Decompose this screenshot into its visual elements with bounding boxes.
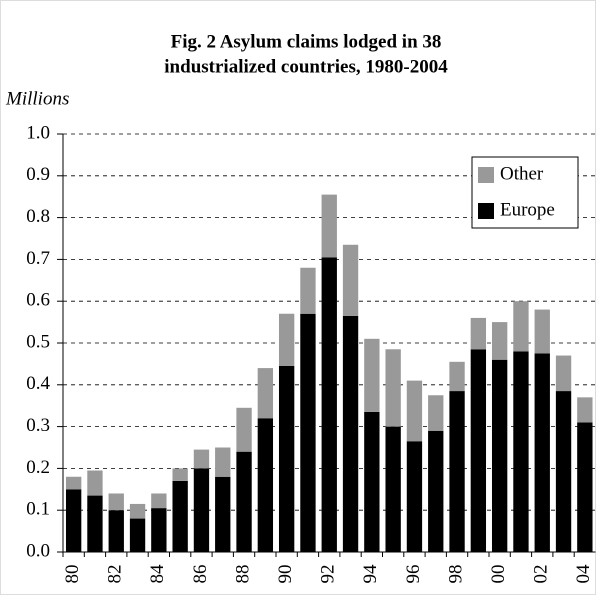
bar-segment: [342, 244, 359, 316]
x-tick-label: 86: [190, 565, 211, 584]
bar-segment: [215, 476, 231, 552]
bar-segment: [129, 503, 146, 519]
x-tick-label: 84: [147, 564, 168, 584]
y-tick-label: 1.0: [26, 122, 50, 143]
x-tick-label: 98: [445, 565, 466, 584]
y-tick-label: 0.5: [26, 331, 50, 352]
bar-segment: [87, 495, 103, 552]
bar-segment: [534, 353, 550, 552]
legend-label: Other: [500, 163, 544, 184]
bar-segment: [193, 468, 210, 552]
bar-segment: [236, 407, 252, 452]
bar-segment: [364, 338, 380, 412]
bar-segment: [129, 518, 146, 552]
bar-segment: [449, 391, 465, 552]
bar-segment: [151, 493, 167, 509]
legend-swatch: [478, 167, 494, 183]
x-tick-label: 04: [573, 564, 594, 584]
bar-segment: [364, 411, 380, 552]
bar-segment: [321, 257, 337, 552]
y-tick-label: 0.6: [26, 290, 50, 311]
x-tick-label: 92: [318, 565, 339, 584]
bar-segment: [491, 322, 508, 360]
x-tick-label: 02: [531, 565, 552, 584]
x-tick-label: 80: [62, 565, 83, 584]
x-tick-label: 96: [403, 565, 424, 584]
bar-segment: [172, 480, 188, 552]
bar-segment: [555, 355, 572, 392]
x-tick-label: 94: [360, 564, 381, 584]
bar-segment: [555, 391, 572, 552]
bar-segment: [87, 470, 103, 496]
bar-segment: [321, 194, 337, 258]
bar-segment: [513, 351, 529, 552]
bar-segment: [278, 365, 295, 552]
x-tick-label: 00: [488, 565, 509, 584]
y-tick-label: 0.1: [26, 499, 50, 520]
bar-segment: [108, 510, 124, 552]
bar-segment: [406, 441, 423, 552]
bar-segment: [172, 468, 188, 481]
y-tick-label: 0.9: [26, 164, 50, 185]
bar-segment: [385, 349, 401, 427]
bar-segment: [151, 508, 167, 552]
x-tick-label: 82: [105, 565, 126, 584]
y-tick-label: 0.7: [26, 248, 50, 269]
bar-segment: [449, 361, 465, 392]
y-tick-label: 0.0: [26, 540, 50, 561]
bar-segment: [428, 430, 444, 552]
chart-title: industrialized countries, 1980-2004: [164, 56, 448, 77]
bar-segment: [300, 313, 316, 552]
bar-segment: [470, 349, 487, 552]
bar-segment: [65, 489, 82, 552]
bar-segment: [342, 315, 359, 552]
bar-segment: [108, 493, 124, 511]
bar-segment: [534, 309, 550, 354]
y-tick-label: 0.8: [26, 206, 50, 227]
bar-segment: [491, 359, 508, 552]
y-tick-label: 0.3: [26, 415, 50, 436]
bar-segment: [300, 267, 316, 314]
bar-segment: [257, 368, 274, 419]
bar-segment: [278, 313, 295, 366]
bar-segment: [577, 422, 593, 552]
y-axis-label: Millions: [5, 88, 69, 109]
bar-segment: [257, 418, 274, 552]
chart-title: Fig. 2 Asylum claims lodged in 38: [171, 31, 442, 52]
bar-segment: [236, 451, 252, 552]
bar-segment: [385, 426, 401, 552]
legend-label: Europe: [500, 199, 555, 220]
y-tick-label: 0.4: [26, 373, 50, 394]
bar-segment: [65, 476, 82, 490]
bar-segment: [428, 395, 444, 431]
x-tick-label: 90: [275, 565, 296, 584]
x-tick-label: 88: [232, 565, 253, 584]
bar-segment: [193, 449, 210, 469]
bar-segment: [215, 447, 231, 477]
bar-segment: [470, 317, 487, 350]
bar-segment: [406, 380, 423, 442]
bar-segment: [577, 397, 593, 423]
bar-segment: [513, 301, 529, 352]
y-tick-label: 0.2: [26, 457, 50, 478]
legend-swatch: [478, 203, 494, 219]
